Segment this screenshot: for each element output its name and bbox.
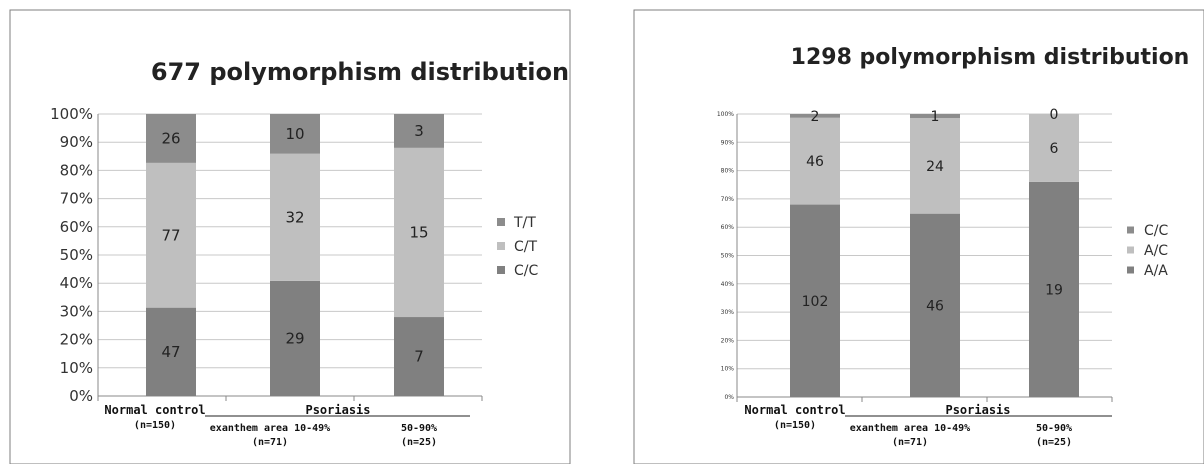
bar-segment bbox=[146, 114, 196, 163]
bar-segment bbox=[146, 307, 196, 396]
x-label-group3: 50-90% bbox=[401, 423, 437, 434]
legend-swatch bbox=[1127, 226, 1134, 234]
y-tick-label: 0% bbox=[724, 394, 734, 401]
data-label: 0 bbox=[1050, 107, 1059, 123]
data-label: 24 bbox=[926, 159, 944, 175]
x-label-group3: 50-90% bbox=[1036, 423, 1072, 434]
legend-swatch bbox=[497, 242, 505, 250]
x-axis-labels: Normal control (n=150) Psoriasis exanthe… bbox=[744, 403, 1112, 448]
legend-swatch bbox=[1127, 266, 1134, 274]
data-label: 32 bbox=[285, 208, 304, 226]
y-tick-label: 90% bbox=[721, 139, 735, 146]
chart-title: 677 polymorphism distribution bbox=[151, 58, 569, 86]
data-label: 77 bbox=[161, 226, 180, 244]
bar-segment bbox=[394, 317, 444, 396]
y-tick-label: 20% bbox=[60, 331, 93, 349]
data-label: 29 bbox=[285, 329, 304, 347]
data-label: 46 bbox=[926, 298, 944, 314]
legend-label: T/T bbox=[513, 215, 536, 231]
data-label: 2 bbox=[811, 109, 820, 125]
bar-segment bbox=[270, 153, 320, 281]
data-label: 15 bbox=[409, 223, 428, 241]
y-tick-label: 20% bbox=[721, 337, 735, 344]
y-tick-label: 90% bbox=[60, 133, 93, 151]
bar-segment bbox=[790, 204, 840, 397]
y-tick-label: 30% bbox=[721, 309, 735, 316]
bar-segment bbox=[270, 114, 320, 154]
bar-segment bbox=[910, 117, 960, 214]
y-tick-label: 80% bbox=[60, 161, 93, 179]
y-tick-label: 40% bbox=[721, 281, 735, 288]
y-tick-label: 80% bbox=[721, 168, 735, 175]
y-tick-label: 50% bbox=[60, 246, 93, 264]
bar-segment bbox=[790, 114, 840, 118]
x-label-group2-n: (n=71) bbox=[892, 437, 928, 448]
x-label-normal: Normal control bbox=[744, 403, 845, 417]
y-tick-label: 100% bbox=[717, 111, 734, 118]
data-label: 102 bbox=[802, 294, 829, 310]
bar-segment bbox=[394, 114, 444, 148]
data-label: 10 bbox=[285, 125, 304, 143]
data-label: 7 bbox=[414, 348, 424, 366]
data-label: 19 bbox=[1045, 282, 1063, 298]
y-tick-label: 40% bbox=[60, 274, 93, 292]
data-label: 46 bbox=[806, 154, 824, 170]
x-label-psoriasis: Psoriasis bbox=[945, 403, 1010, 417]
y-tick-label: 100% bbox=[50, 105, 93, 123]
x-label-normal-n: (n=150) bbox=[774, 420, 816, 431]
legend-label: C/C bbox=[514, 263, 538, 279]
x-label-group3-n: (n=25) bbox=[1036, 437, 1072, 448]
bar-segment bbox=[790, 117, 840, 205]
y-tick-label: 0% bbox=[69, 387, 93, 405]
x-label-group2: exanthem area 10-49% bbox=[210, 423, 330, 434]
data-label: 26 bbox=[161, 129, 180, 147]
x-label-group3-n: (n=25) bbox=[401, 437, 437, 448]
bar-segment bbox=[910, 114, 960, 118]
y-tick-label: 70% bbox=[60, 190, 93, 208]
data-label: 1 bbox=[931, 109, 940, 125]
legend-label: C/T bbox=[514, 239, 537, 255]
legend-label: A/A bbox=[1144, 263, 1168, 279]
bar-segment bbox=[146, 162, 196, 308]
x-label-group2: exanthem area 10-49% bbox=[850, 423, 970, 434]
y-tick-label: 70% bbox=[721, 196, 735, 203]
x-label-group2-n: (n=71) bbox=[252, 437, 288, 448]
bar-segment bbox=[270, 280, 320, 396]
x-label-normal-n: (n=150) bbox=[134, 420, 176, 431]
chart-title: 1298 polymorphism distribution bbox=[791, 45, 1190, 70]
legend-label: C/C bbox=[1144, 223, 1168, 239]
y-tick-label: 60% bbox=[721, 224, 735, 231]
bar-segment bbox=[1029, 181, 1079, 397]
bar-segment bbox=[910, 213, 960, 397]
data-label: 3 bbox=[414, 122, 424, 140]
x-label-psoriasis: Psoriasis bbox=[305, 403, 370, 417]
x-axis-labels: Normal control (n=150) Psoriasis exanthe… bbox=[104, 403, 470, 448]
data-label: 47 bbox=[161, 343, 180, 361]
bar-segment bbox=[1029, 114, 1079, 182]
legend-swatch bbox=[497, 218, 505, 226]
y-tick-label: 10% bbox=[721, 366, 735, 373]
y-tick-label: 50% bbox=[721, 253, 735, 260]
y-tick-label: 10% bbox=[60, 359, 93, 377]
x-label-normal: Normal control bbox=[104, 403, 205, 417]
legend-swatch bbox=[1127, 246, 1134, 254]
legend-swatch bbox=[497, 266, 505, 274]
legend-label: A/C bbox=[1144, 243, 1168, 259]
y-tick-label: 60% bbox=[60, 218, 93, 236]
bar-segment bbox=[394, 147, 444, 318]
panel-1298: 1298 polymorphism distribution 0% 10% 20% 3… bbox=[633, 9, 1204, 464]
data-label: 6 bbox=[1050, 141, 1059, 157]
y-tick-label: 30% bbox=[60, 302, 93, 320]
panel-677: 677 polymorphism distribution 0% 10% 20% 30… bbox=[9, 9, 571, 464]
